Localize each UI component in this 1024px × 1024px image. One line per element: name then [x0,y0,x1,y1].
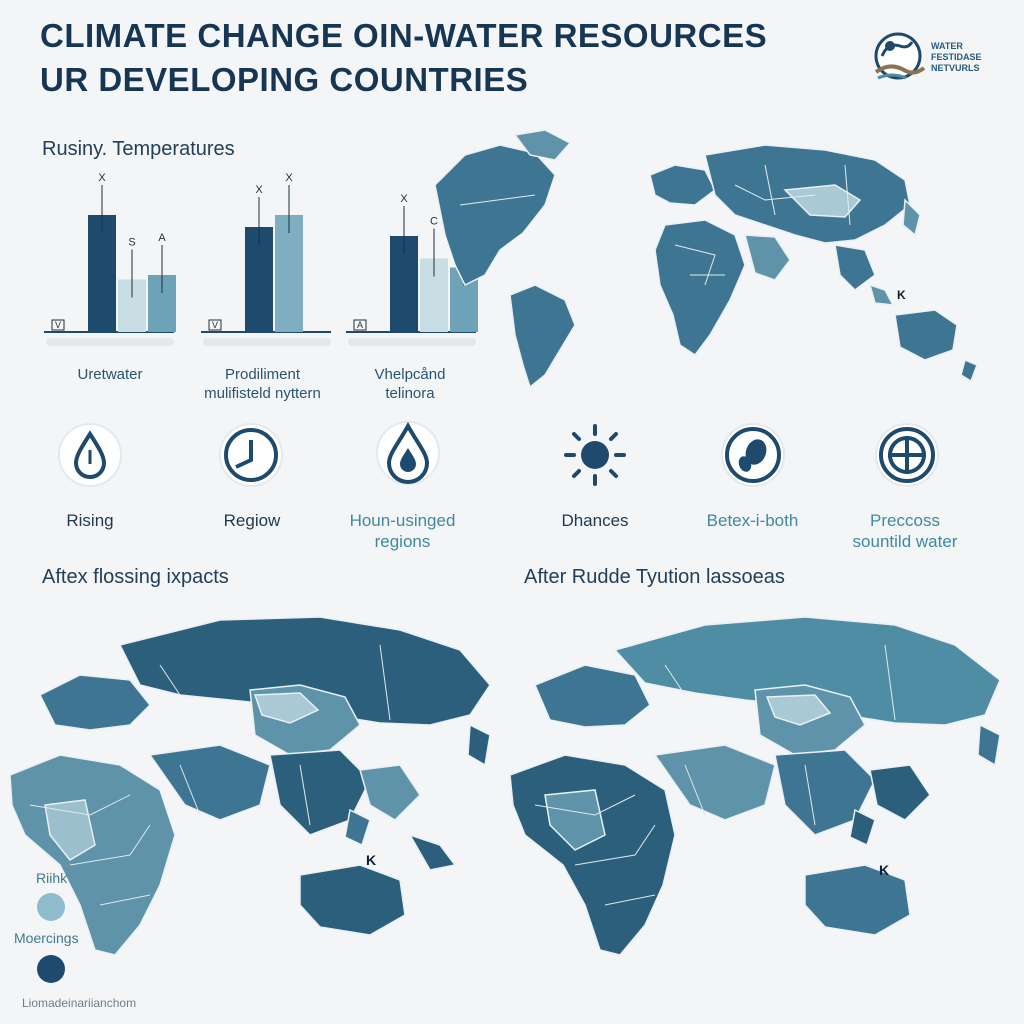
temperature-chart-1: X S A V [44,172,176,346]
chart-2-label-line-2: mulifisteld nyttern [204,385,321,402]
chart-2-label: Prodiliment mulifisteld nyttern [185,365,340,403]
logo-text: WATER FESTIDASE NETVURLS [931,41,982,74]
baseline-tag-box [208,319,222,331]
icon-label-6: Preccoss sountild water [835,510,975,552]
globe-water-icon [874,32,926,80]
right-map-heading: After Rudde Tyution lassoeas [524,566,785,588]
icon-label-6-line-1: Preccoss [870,511,940,530]
baseline-tag-box [353,319,367,331]
bar-mark-3: A [158,232,166,244]
page-title: CLIMATE CHANGE OIN-WATER RESOURCES UR DE… [40,14,767,102]
icon-label-4-line: Dhances [561,511,629,530]
chart-1-label: Uretwater [45,365,175,384]
left-world-map: K [9,616,491,956]
bar-mark-2: S [128,237,135,249]
bar-mark-2: C [430,216,438,228]
chart-shadow [348,338,476,346]
left-map-heading: Aftex flossing ixpacts [42,566,229,588]
icon-label-6-line-2: sountild water [852,532,958,551]
chart-2-label-line-1: Prodiliment [224,366,301,383]
right-world-map: K [509,616,1001,956]
baseline-tag: V [55,320,61,330]
baseline-tag: A [357,320,363,330]
chart-3-label: Vhelpcånd telinora [345,365,475,403]
icon-label-2-line: Regiow [223,511,281,530]
drop-outline-icon [58,423,122,487]
bar-mark-1: X [98,172,106,184]
baseline-tag-box [51,319,65,331]
icon-label-5: Betex-i-both [680,510,825,531]
legend-dot-light [37,893,65,921]
top-map-marker-k: K [897,288,906,302]
icon-label-2: Regiow [192,510,312,531]
icon-label-3: Houn-usinged regions [325,510,480,552]
icon-label-1: Rising [30,510,150,531]
leaf-circle-icon [721,423,785,487]
drop-filled-icon [376,421,440,485]
crosshair-globe-icon [875,423,939,487]
temperature-chart-2: X X V [201,172,331,346]
logo-line-1: WATER [931,41,963,51]
icon-label-1-line: Rising [66,511,114,530]
baseline-tag: V [212,320,218,330]
bar-1 [88,215,116,332]
icon-label-3-line-1: Houn-usinged [349,511,456,530]
bar-mark-2: X [285,172,293,184]
footnote: Liomadeinariianchom [22,996,137,1010]
chart-3-label-line-1: Vhelpcånd [374,366,446,383]
bar-mark-1: X [255,184,263,196]
chart-shadow [46,338,174,346]
legend-title-2: Moercings [14,930,79,946]
icon-label-5-line: Betex-i-both [706,511,799,530]
icon-label-4: Dhances [535,510,655,531]
title-line-2: UR DEVELOPING COUNTRIES [40,61,529,98]
bar-2 [275,215,303,332]
temperatures-heading: Rusiny. Temperatures [42,138,235,160]
clock-icon [219,423,283,487]
bar-mark-1: X [400,193,408,205]
legend-title-1: Riihk [36,870,68,886]
left-map-marker-k: K [366,852,376,868]
chart-shadow [203,338,331,346]
right-map-marker-k: K [879,862,889,878]
top-world-map: K [434,129,978,389]
icon-label-3-line-2: regions [374,532,431,551]
chart-1-label-line: Uretwater [77,366,143,383]
logo-line-3: NETVURLS [931,63,980,73]
logo-line-2: FESTIDASE [931,52,982,62]
legend-dot-dark [37,955,65,983]
title-line-1: CLIMATE CHANGE OIN-WATER RESOURCES [40,17,768,54]
chart-3-label-line-2: telinora [385,385,435,402]
sun-icon [564,424,626,486]
